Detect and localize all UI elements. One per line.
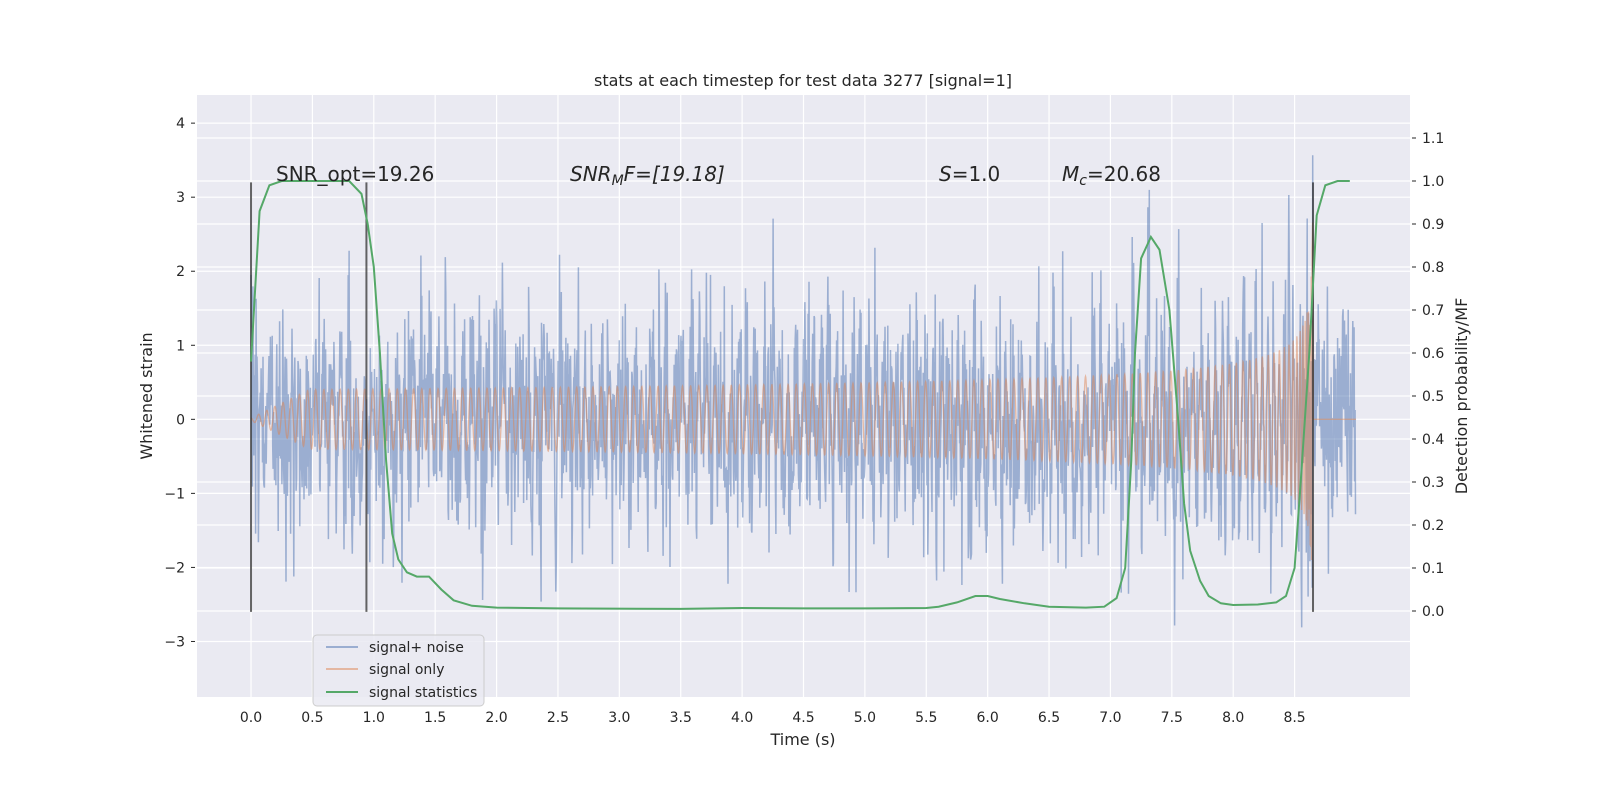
x-tick-label: 3.0 (608, 710, 630, 726)
x-tick-label: 0.0 (240, 710, 262, 726)
right-tick-label: 0.8 (1422, 260, 1444, 276)
snr-mf-sub: M (612, 173, 624, 189)
signal-plus-noise-line (250, 155, 1357, 628)
y-tick-label: −3 (164, 634, 185, 650)
x-tick-label: 6.5 (1038, 710, 1060, 726)
right-tick-label: 0.7 (1422, 303, 1444, 319)
x-axis-label: Time (s) (769, 730, 835, 749)
signal-statistics-line (250, 180, 1350, 610)
x-tick-label: 5.5 (915, 710, 937, 726)
y-tick-label: −1 (164, 486, 185, 502)
vertical-markers (250, 182, 1315, 612)
y-tick-label: 3 (176, 190, 185, 206)
mc-rest: =20.68 (1087, 162, 1161, 186)
y-tick-label: 2 (176, 264, 185, 280)
x-tick-label: 8.5 (1283, 710, 1305, 726)
y-tick-label: −2 (164, 560, 185, 576)
x-tick-label: 3.5 (670, 710, 692, 726)
annotation-s: S=1.0 (939, 162, 1000, 186)
x-tick-label: 5.0 (854, 710, 876, 726)
annotation-snr-mf: SNRMF=[19.18] (570, 162, 725, 189)
right-tick-label: 0.5 (1422, 389, 1444, 405)
annotation-mc: Mc=20.68 (1062, 162, 1161, 189)
x-tick-label: 1.5 (424, 710, 446, 726)
y-axis-ticks: −3 −2 −1 0 1 2 3 4 (164, 116, 195, 650)
right-tick-label: 0.3 (1422, 475, 1444, 491)
mc-main: M (1062, 162, 1079, 186)
right-axis-label: Detection probability/MF (1452, 298, 1471, 495)
right-tick-label: 0.2 (1422, 518, 1444, 534)
snr-mf-main: SNR (570, 162, 612, 186)
mc-sub: c (1079, 173, 1087, 189)
x-tick-label: 0.5 (301, 710, 323, 726)
signal-plus-noise-series (250, 155, 1357, 628)
x-tick-label: 1.0 (363, 710, 385, 726)
legend: signal+ noise signal only signal statist… (312, 634, 485, 707)
x-tick-label: 8.0 (1222, 710, 1244, 726)
right-tick-label: 0.6 (1422, 346, 1444, 362)
x-tick-label: 2.0 (485, 710, 507, 726)
right-tick-label: 0.1 (1422, 561, 1444, 577)
s-rest: =1.0 (952, 162, 1001, 186)
x-tick-label: 4.5 (792, 710, 814, 726)
y-tick-label: 1 (176, 338, 185, 354)
x-tick-label: 7.5 (1161, 710, 1183, 726)
right-tick-label: 0.4 (1422, 432, 1444, 448)
right-tick-label: 0.0 (1422, 604, 1444, 620)
y-tick-label: 0 (176, 412, 185, 428)
legend-label-statistics: signal statistics (369, 685, 477, 701)
signal-only-series (250, 222, 1356, 561)
legend-label-noise: signal+ noise (369, 640, 464, 656)
y-axis-label: Whitened strain (137, 332, 156, 459)
x-tick-label: 6.0 (977, 710, 999, 726)
right-axis-ticks: 0.0 0.1 0.2 0.3 0.4 0.5 0.6 0.7 0.8 0.9 1.0 1.1 (1412, 131, 1444, 620)
s-main: S (939, 162, 952, 186)
x-axis-ticks: 0.0 0.5 1.0 1.5 2.0 2.5 3.0 3.5 4.0 4.5 5.0 5.5 6.0 6… (240, 710, 1306, 726)
right-tick-label: 1.1 (1422, 131, 1444, 147)
right-tick-label: 1.0 (1422, 174, 1444, 190)
x-tick-label: 7.0 (1099, 710, 1121, 726)
y-tick-label: 4 (176, 116, 185, 132)
annotation-snr-opt: SNR_opt=19.26 (276, 162, 434, 186)
legend-label-signal: signal only (369, 662, 444, 678)
snr-mf-rest: F=[19.18] (624, 162, 725, 186)
x-tick-label: 2.5 (547, 710, 569, 726)
chart-title: stats at each timestep for test data 327… (594, 71, 1012, 90)
x-tick-label: 4.0 (731, 710, 753, 726)
right-tick-label: 0.9 (1422, 217, 1444, 233)
signal-only-line (250, 222, 1356, 561)
